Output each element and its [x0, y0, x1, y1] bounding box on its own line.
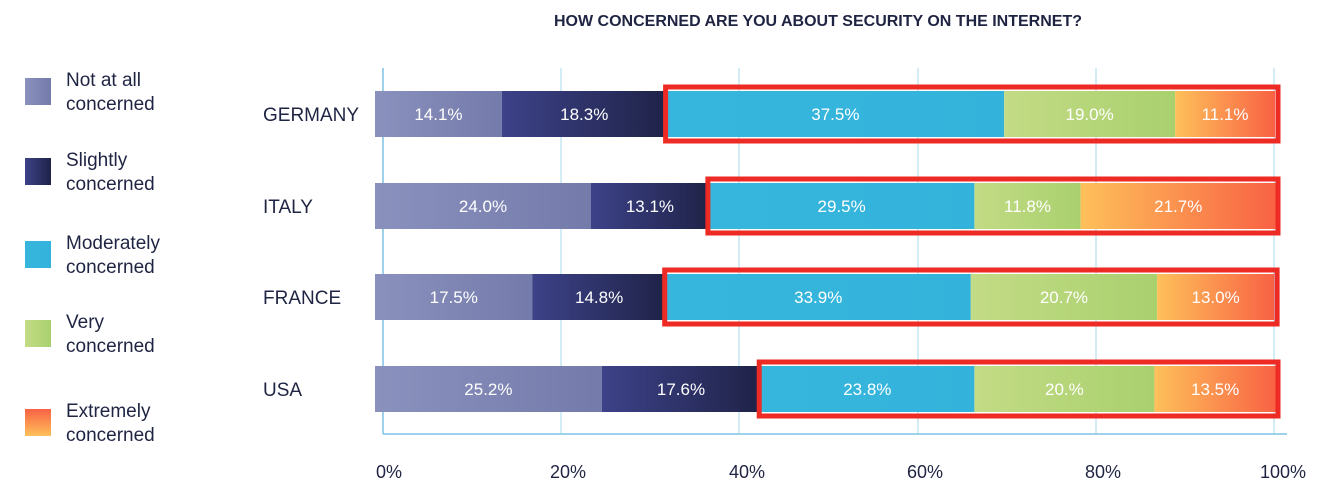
bar-segment: [601, 366, 761, 412]
bar-segment: [375, 183, 591, 229]
legend-label: Slightly concerned: [66, 150, 155, 195]
bar-segment: [1080, 183, 1276, 229]
x-tick-label: 40%: [729, 462, 765, 482]
bar-segment: [375, 91, 502, 137]
highlight-box: [705, 176, 1281, 236]
legend-swatch: [25, 158, 51, 185]
bar-segment: [974, 366, 1155, 412]
bar-segment: [501, 91, 667, 137]
bar-value-label: 37.5%: [811, 105, 859, 124]
bar-segment: [1154, 366, 1276, 412]
bar-value-label: 19.0%: [1065, 105, 1113, 124]
bar-segment: [1157, 274, 1275, 320]
bar-value-label: 13.0%: [1191, 288, 1239, 307]
bar-value-label: 11.1%: [1202, 105, 1249, 124]
bar-segment: [708, 183, 975, 229]
bar-segment: [591, 183, 709, 229]
bar-segment: [970, 274, 1158, 320]
legend-label: Moderately concerned: [66, 233, 160, 278]
legend-label: Extremely concerned: [66, 401, 155, 446]
bar-segment: [665, 274, 971, 320]
category-label: ITALY: [263, 197, 313, 218]
value-labels: 14.1% 18.3% 37.5% 19.0% 11.1% 24.0% 13.1% 29.5%…: [414, 105, 1248, 399]
x-tick-label: 80%: [1085, 462, 1121, 482]
highlight-box: [663, 84, 1281, 144]
category-label: USA: [263, 380, 302, 401]
x-tick-label: 100%: [1260, 462, 1306, 482]
bar-segment: [760, 366, 975, 412]
bar-value-label: 11.8%: [1004, 197, 1051, 216]
bar-value-label: 21.7%: [1154, 197, 1202, 216]
bar-value-label: 20.%: [1045, 380, 1084, 399]
bars: [375, 91, 1276, 412]
bar-segment: [532, 274, 666, 320]
bar-value-label: 14.8%: [575, 288, 623, 307]
highlight-boxes: [662, 84, 1281, 419]
bar-value-label: 29.5%: [818, 197, 866, 216]
bar-value-label: 18.3%: [560, 105, 608, 124]
x-tick-labels: 0% 20% 40% 60% 80% 100%: [376, 462, 1306, 482]
x-tick-label: 0%: [376, 462, 402, 482]
bar-value-label: 17.5%: [430, 288, 478, 307]
bar-value-label: 25.2%: [464, 380, 512, 399]
legend-swatch: [25, 409, 51, 436]
category-label: GERMANY: [263, 105, 359, 126]
bar-segment: [1175, 91, 1275, 137]
bar-segment: [1004, 91, 1176, 137]
category-label: FRANCE: [263, 288, 341, 309]
legend: Not at all concerned Slightly concerned Mode…: [25, 70, 160, 446]
highlight-box: [662, 267, 1280, 327]
bar-segment: [375, 274, 533, 320]
bar-value-label: 24.0%: [459, 197, 507, 216]
highlight-box: [756, 359, 1281, 419]
bar-value-label: 33.9%: [794, 288, 842, 307]
bar-value-label: 13.1%: [626, 197, 674, 216]
legend-swatch: [25, 241, 51, 268]
chart-title: HOW CONCERNED ARE YOU ABOUT SECURITY ON …: [554, 13, 1082, 30]
legend-label: Not at all concerned: [66, 70, 155, 115]
bar-segment: [666, 91, 1005, 137]
legend-swatch: [25, 78, 51, 105]
bar-value-label: 20.7%: [1040, 288, 1088, 307]
bar-segment: [974, 183, 1081, 229]
bar-value-label: 17.6%: [657, 380, 705, 399]
bar-value-label: 14.1%: [414, 105, 462, 124]
bar-value-label: 13.5%: [1191, 380, 1239, 399]
bar-segment: [375, 366, 602, 412]
x-tick-label: 20%: [550, 462, 586, 482]
legend-label: Very concerned: [66, 312, 155, 357]
legend-swatch: [25, 320, 51, 347]
bar-value-label: 23.8%: [843, 380, 891, 399]
category-labels: GERMANY ITALY FRANCE USA: [263, 105, 359, 401]
x-tick-label: 60%: [907, 462, 943, 482]
